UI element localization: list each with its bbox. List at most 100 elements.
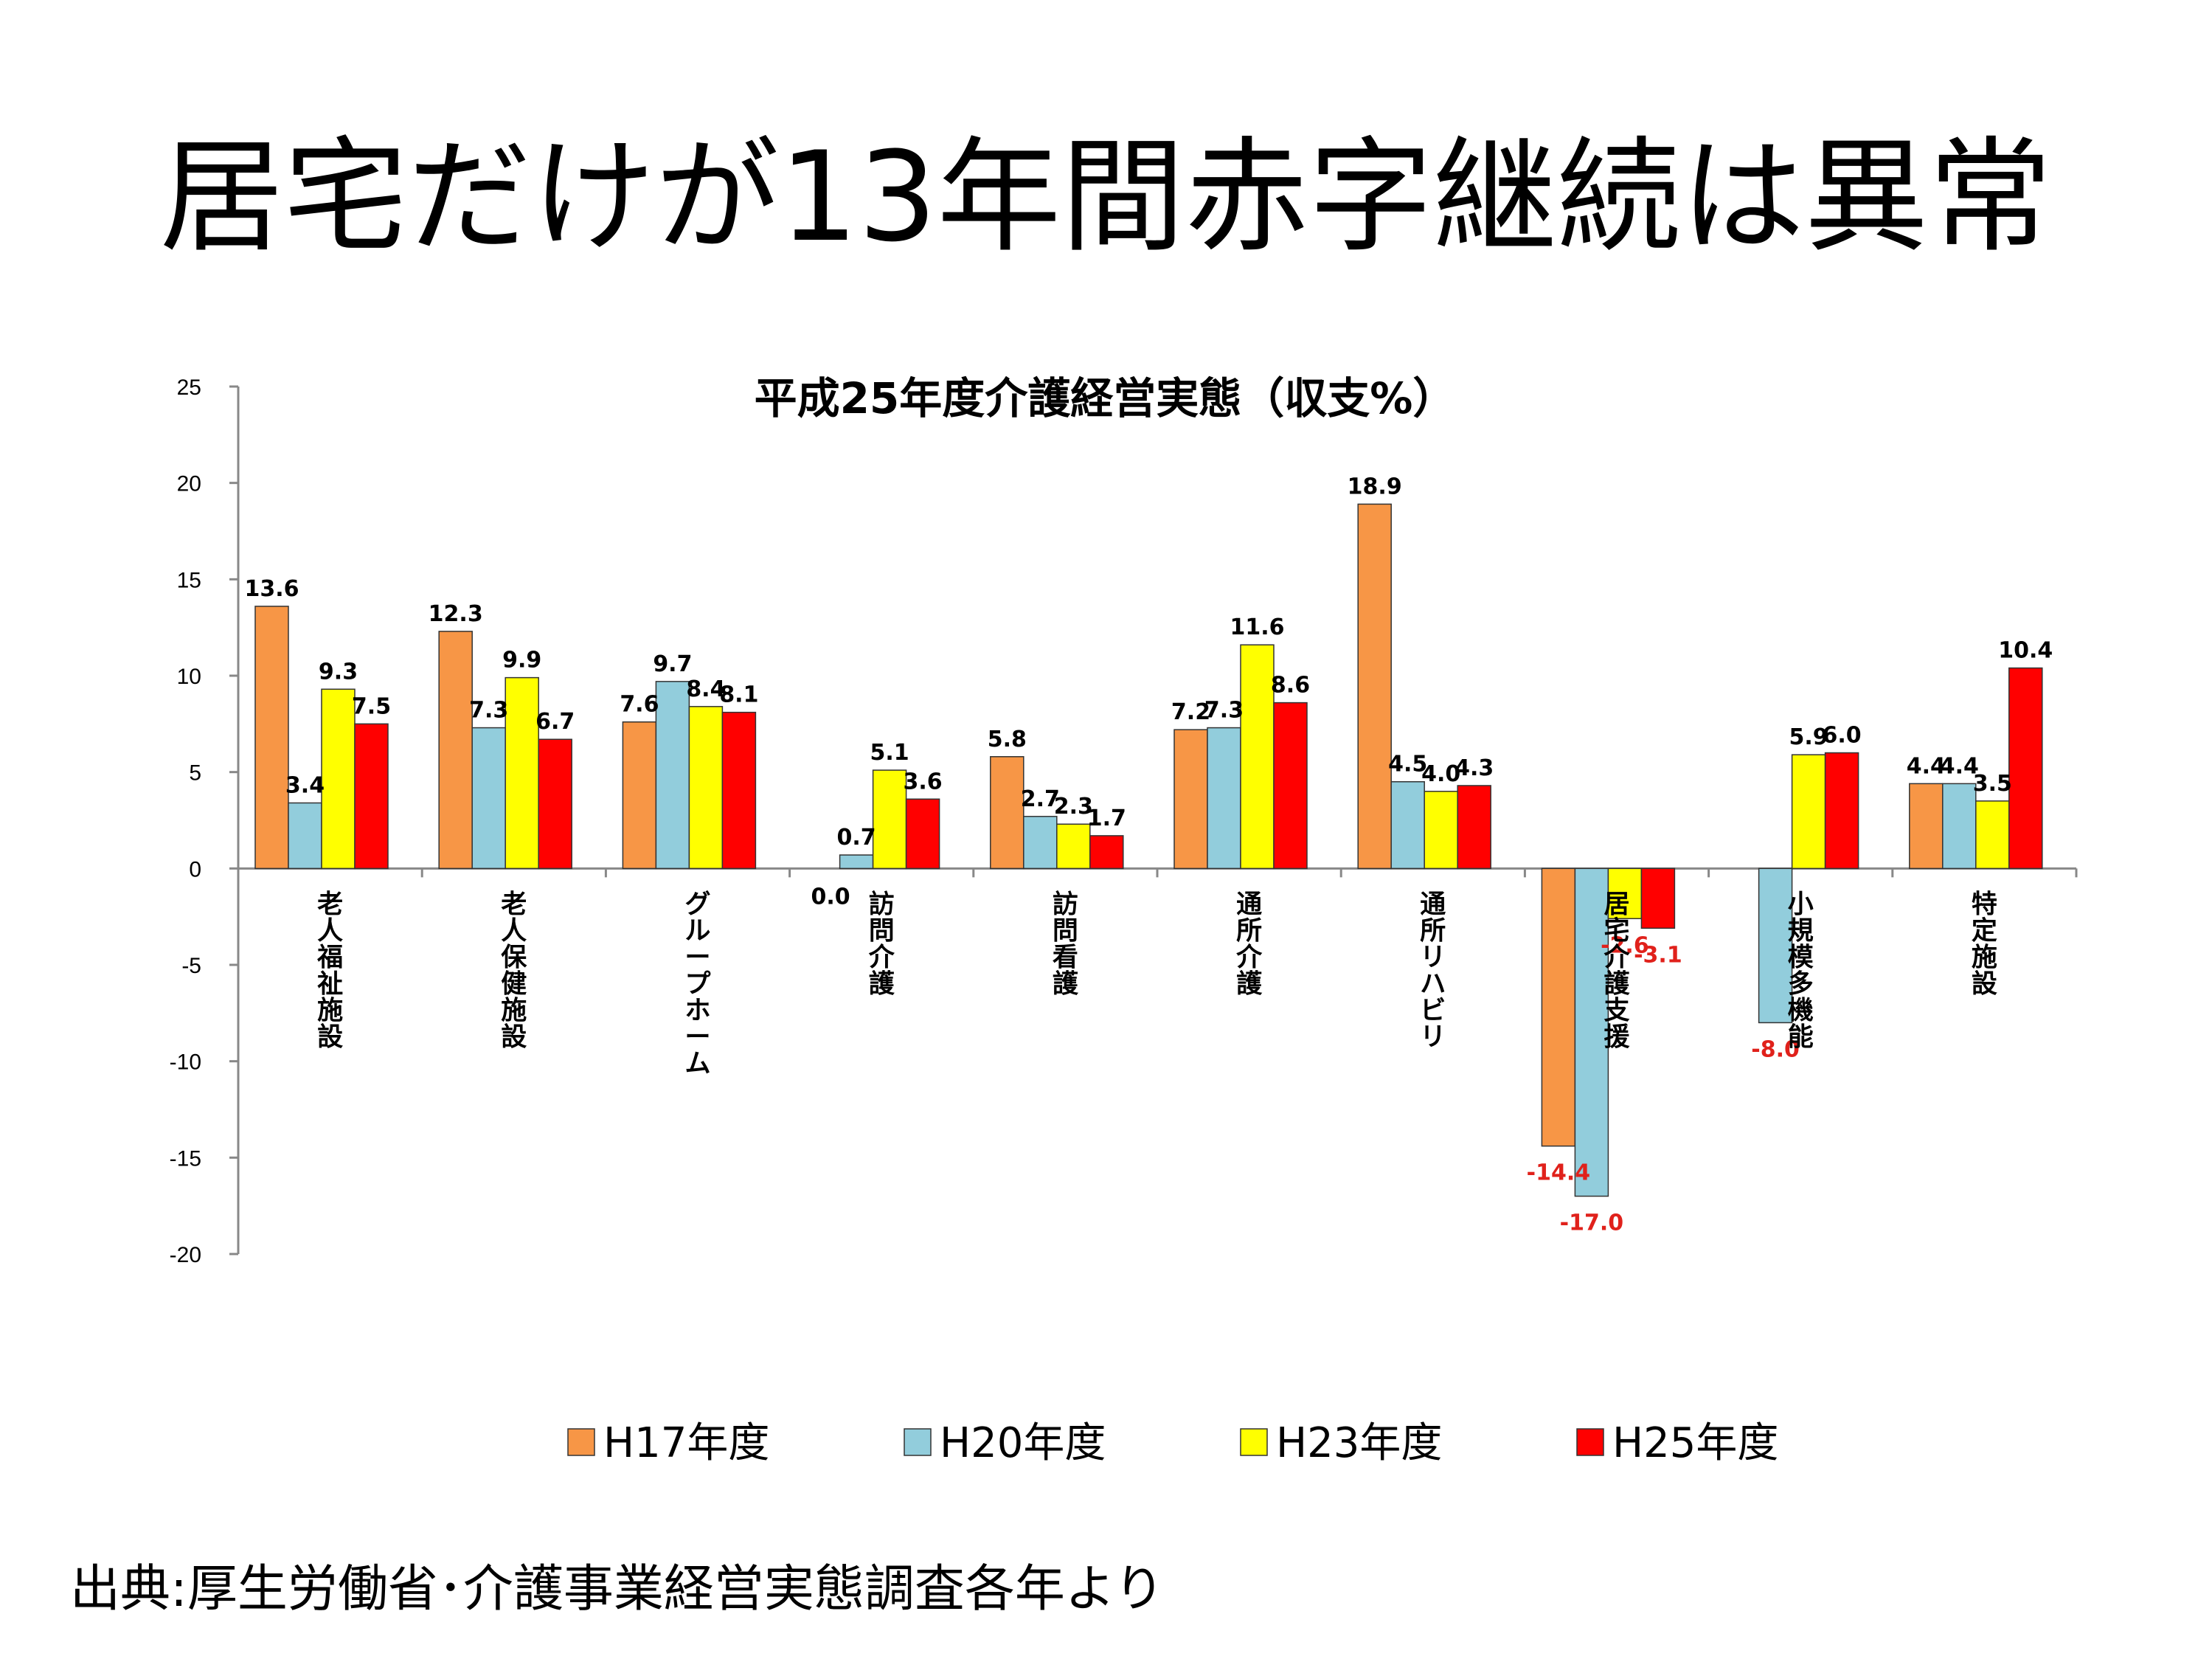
data-label: -14.4 (1527, 1160, 1590, 1186)
bar (1942, 783, 1977, 870)
bar (990, 756, 1024, 870)
data-label: 4.5 (1388, 752, 1427, 777)
data-label: 7.6 (620, 692, 659, 718)
data-label: -17.0 (1560, 1211, 1623, 1236)
bar (905, 798, 940, 870)
data-label: -8.0 (1751, 1036, 1800, 1062)
bar (721, 711, 757, 870)
bar (2008, 667, 2043, 870)
legend-label: H20年度 (940, 1419, 1106, 1467)
bar (1357, 503, 1392, 870)
slide-title: 居宅だけが13年間赤字継続は異常 (159, 125, 2053, 269)
category-label: 通所介護 (1236, 890, 1263, 999)
data-label: 11.6 (1230, 614, 1284, 640)
data-label: 10.4 (1998, 638, 2053, 664)
y-tick-label: 10 (177, 665, 201, 689)
data-label: 18.9 (1348, 474, 1402, 499)
legend-label: H23年度 (1276, 1419, 1442, 1467)
data-label: 5.8 (988, 727, 1027, 752)
category-label: 訪問介護 (869, 890, 895, 999)
bar (1457, 785, 1491, 870)
data-label: 7.3 (469, 698, 508, 724)
category-labels: 老人福祉施設 老人保健施設 グループホーム 訪問介護 訪問看護 通所介護 通所リハビリ 居宅介… (316, 890, 1997, 1078)
data-label: 3.4 (285, 772, 325, 798)
bar (505, 676, 539, 870)
y-tick-label: -5 (181, 954, 201, 978)
y-tick-label: -15 (170, 1146, 201, 1171)
bar (1089, 835, 1124, 870)
data-label: 4.4 (1940, 753, 1979, 779)
data-label: 7.2 (1171, 699, 1210, 725)
category-label: 特定施設 (1972, 890, 1997, 999)
y-tick-label: 25 (177, 375, 201, 400)
bar (688, 706, 724, 870)
y-tick-label: 15 (177, 568, 201, 592)
data-label: 0.0 (811, 884, 850, 910)
bar (839, 854, 874, 870)
data-label: 4.0 (1421, 761, 1460, 787)
data-label: 3.5 (1973, 771, 2012, 797)
data-label: 9.3 (319, 659, 358, 685)
data-labels: 13.6 12.3 7.6 0.0 5.8 7.2 18.9 -14.4 4.4 3.4 7.3 9.… (244, 474, 2053, 1236)
legend-swatch (1576, 1428, 1604, 1456)
bar (1023, 816, 1058, 870)
bar (254, 606, 289, 870)
legend-swatch (567, 1428, 595, 1456)
bar (1574, 867, 1609, 1197)
bar (1758, 867, 1793, 1024)
category-label: 老人福祉施設 (316, 890, 343, 1052)
data-label: 12.3 (429, 601, 483, 627)
data-label: 2.3 (1054, 794, 1093, 820)
legend-label: H25年度 (1612, 1419, 1778, 1467)
bar (288, 802, 322, 870)
data-label: 4.3 (1455, 755, 1494, 781)
legend: H17年度 H20年度 H23年度 H25年度 (567, 1419, 1778, 1467)
y-tick-label: 0 (189, 857, 201, 882)
bar (1640, 867, 1676, 929)
category-label: 老人保健施設 (501, 890, 527, 1052)
bar (1424, 791, 1458, 870)
data-label: 5.1 (870, 740, 909, 766)
data-label: 6.7 (535, 709, 575, 735)
bar (1824, 752, 1859, 870)
bar (354, 723, 389, 870)
y-tick-label: 5 (189, 761, 201, 786)
data-label: 3.6 (904, 769, 943, 794)
bar (471, 727, 506, 870)
y-tick-label: -10 (170, 1050, 201, 1075)
data-label: 13.6 (244, 576, 299, 602)
bar (1909, 783, 1944, 870)
category-label: グループホーム (684, 890, 710, 1078)
legend-swatch (904, 1428, 932, 1456)
category-label: 小規模多機能 (1788, 890, 1814, 1052)
data-label: 6.0 (1823, 723, 1862, 749)
bar (438, 631, 473, 870)
legend-swatch (1240, 1428, 1268, 1456)
bar (622, 721, 657, 870)
bar (1390, 780, 1425, 870)
bar (1240, 644, 1275, 870)
data-label: 9.7 (653, 651, 692, 677)
bars (254, 503, 2043, 1197)
bar (1056, 823, 1091, 870)
data-label: 7.5 (352, 693, 391, 719)
data-label: 8.1 (719, 682, 758, 708)
y-tick-label: 20 (177, 472, 201, 496)
data-label: 5.9 (1789, 724, 1828, 750)
data-label: 4.4 (1907, 753, 1946, 779)
data-label: -2.6 (1601, 932, 1649, 958)
bar (1273, 702, 1308, 870)
bar (872, 769, 907, 870)
bar (1207, 727, 1241, 870)
bar (1791, 754, 1826, 870)
bar (321, 688, 356, 870)
bar (538, 738, 572, 870)
bar-chart: 平成25年度介護経営実態（収支%） 2520151050-5-10-15-20 … (170, 373, 2078, 1467)
source-footer: 出典:厚生労働省･介護事業経営実態調査各年より (70, 1560, 1165, 1618)
data-label: 8.6 (1271, 673, 1310, 699)
data-label: 8.4 (686, 676, 725, 702)
category-label: 訪問看護 (1053, 890, 1079, 999)
data-label: 9.9 (502, 648, 541, 673)
category-label: 通所リハビリ (1420, 890, 1446, 1052)
data-label: 7.3 (1204, 698, 1244, 724)
